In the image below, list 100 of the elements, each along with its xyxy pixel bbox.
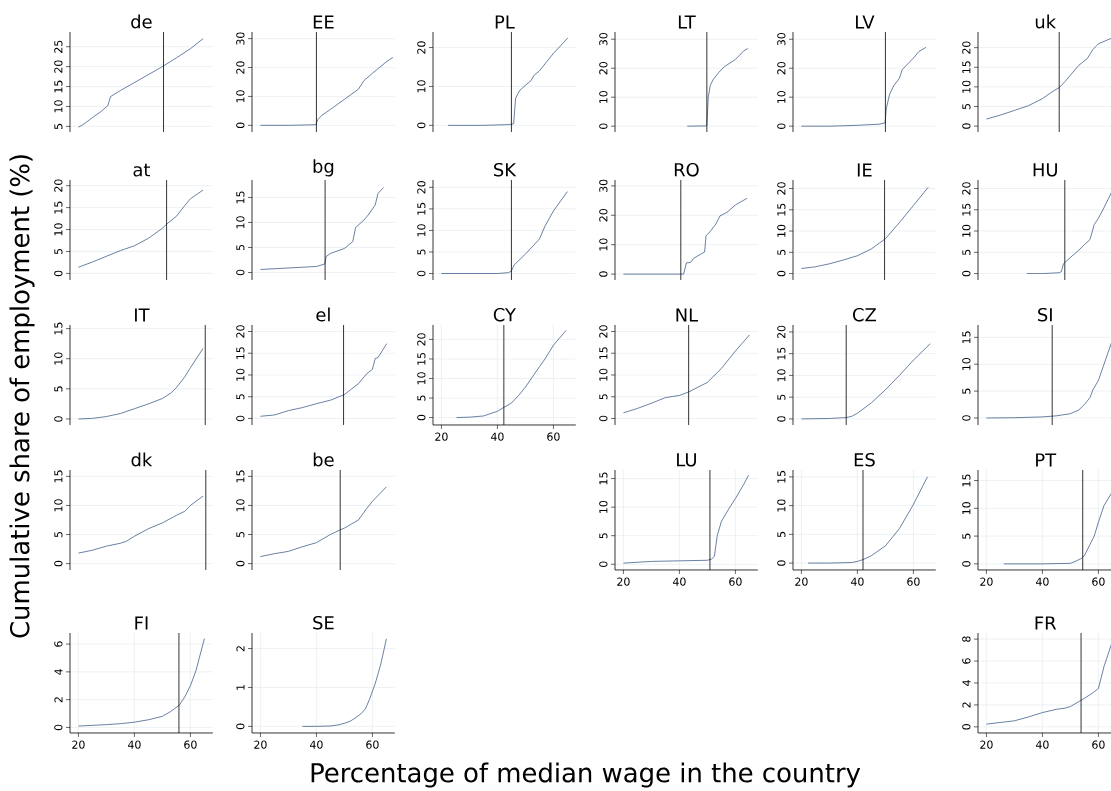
y-tick-label: 10 xyxy=(417,372,426,385)
line-series xyxy=(686,48,749,127)
chart-title: SI xyxy=(1038,307,1052,322)
chart-title: CY xyxy=(493,307,517,322)
chart-title: PL xyxy=(495,15,515,29)
y-tick-label: 4 xyxy=(962,680,971,686)
y-tick-label: 0 xyxy=(777,416,786,422)
y-tick-label: 0 xyxy=(962,123,971,129)
line-series xyxy=(986,37,1111,120)
chart-title: RO xyxy=(674,162,699,177)
y-tick-label: 0 xyxy=(599,271,608,277)
y-tick-label: 0 xyxy=(236,122,245,129)
y-tick-label: 20 xyxy=(777,182,786,195)
y-tick-label: 10 xyxy=(599,368,608,381)
y-tick-label: 15 xyxy=(777,347,786,360)
y-tick-label: 20 xyxy=(236,325,245,338)
line-series xyxy=(78,189,204,268)
line-series xyxy=(623,474,749,564)
y-tick-label: 10 xyxy=(777,369,786,382)
chart-title: FR xyxy=(1035,616,1057,630)
y-tick-label: 20 xyxy=(236,61,245,74)
y-tick-label: 20 xyxy=(599,209,608,222)
y-tick-label: 20 xyxy=(54,179,63,192)
y-tick-label: 0 xyxy=(962,561,971,567)
chart-title: NL xyxy=(676,308,699,322)
y-tick-label: 15 xyxy=(236,347,245,360)
y-tick-label: 5 xyxy=(54,248,63,255)
line-series xyxy=(807,476,928,564)
y-tick-label: 4 xyxy=(54,669,63,675)
y-tick-label: 10 xyxy=(777,499,786,512)
y-tick-label: 2 xyxy=(236,646,245,652)
y-tick-label: 20 xyxy=(777,61,786,75)
y-tick-label: 5 xyxy=(962,103,971,110)
y-tick-label: 10 xyxy=(236,216,245,229)
y-tick-label: 15 xyxy=(417,202,426,215)
y-tick-label: 0 xyxy=(599,123,608,129)
y-tick-label: 10 xyxy=(236,499,245,512)
y-tick-label: 10 xyxy=(962,358,971,370)
x-tick-label: 20 xyxy=(980,577,993,586)
y-tick-label: 15 xyxy=(599,347,608,360)
y-tick-label: 20 xyxy=(599,325,608,338)
line-series xyxy=(260,343,388,417)
chart-title: FI xyxy=(135,616,148,630)
line-series xyxy=(447,37,569,126)
y-tick-label: 15 xyxy=(962,61,971,74)
chart-title: ES xyxy=(854,452,875,467)
chart-title: IT xyxy=(135,308,150,322)
y-tick-label: 15 xyxy=(777,470,786,483)
y-tick-label: 10 xyxy=(417,80,426,93)
line-series xyxy=(1003,491,1111,565)
y-tick-label: 15 xyxy=(236,470,245,483)
chart-title: HU xyxy=(1033,163,1057,177)
x-tick-label: 20 xyxy=(617,577,630,586)
y-tick-label: 5 xyxy=(236,531,245,538)
y-tick-label: 6 xyxy=(54,641,63,647)
line-series xyxy=(801,46,927,127)
y-tick-label: 10 xyxy=(599,500,608,513)
y-tick-label: 0 xyxy=(962,415,971,421)
x-tick-label: 60 xyxy=(1092,740,1105,749)
chart-title: EE xyxy=(313,15,334,29)
line-series xyxy=(456,330,567,418)
x-tick-label: 60 xyxy=(907,577,920,586)
y-tick-label: 5 xyxy=(599,394,608,400)
chart-title: de xyxy=(131,14,152,29)
y-tick-label: 10 xyxy=(777,224,786,237)
line-series xyxy=(78,495,204,554)
y-tick-label: 10 xyxy=(962,80,971,93)
y-tick-label: 0 xyxy=(54,270,63,277)
line-series xyxy=(302,638,387,727)
x-tick-label: 60 xyxy=(729,577,742,586)
y-tick-label: 0 xyxy=(599,561,608,568)
x-tick-label: 60 xyxy=(366,740,379,749)
x-tick-label: 60 xyxy=(1092,577,1105,586)
chart-title: dk xyxy=(131,452,153,467)
x-tick-label: 20 xyxy=(254,740,267,749)
y-tick-label: 15 xyxy=(236,191,245,204)
chart-title: SK xyxy=(494,162,517,177)
chart-title: LV xyxy=(856,15,875,29)
y-tick-label: 0 xyxy=(54,724,63,731)
x-tick-label: 20 xyxy=(795,577,808,586)
y-tick-label: 0 xyxy=(236,415,245,422)
chart-title: bg xyxy=(313,159,334,177)
y-tick-label: 10 xyxy=(236,368,245,381)
y-tick-label: 0 xyxy=(236,560,245,567)
x-tick-label: 40 xyxy=(309,740,323,749)
y-tick-label: 15 xyxy=(962,331,971,344)
y-tick-label: 10 xyxy=(962,502,971,515)
y-tick-label: 15 xyxy=(417,352,426,365)
chart-title: SE xyxy=(313,615,334,630)
x-tick-label: 40 xyxy=(127,740,141,749)
y-tick-label: 10 xyxy=(599,90,608,103)
x-tick-label: 20 xyxy=(72,740,85,749)
y-tick-label: 20 xyxy=(962,182,971,195)
y-tick-label: 10 xyxy=(599,238,608,251)
x-tick-label: 60 xyxy=(184,740,197,749)
y-tick-label: 5 xyxy=(777,394,786,400)
y-tick-label: 5 xyxy=(962,249,971,255)
y-tick-label: 15 xyxy=(777,203,786,216)
y-tick-label: 10 xyxy=(962,224,971,237)
line-series xyxy=(260,486,387,557)
